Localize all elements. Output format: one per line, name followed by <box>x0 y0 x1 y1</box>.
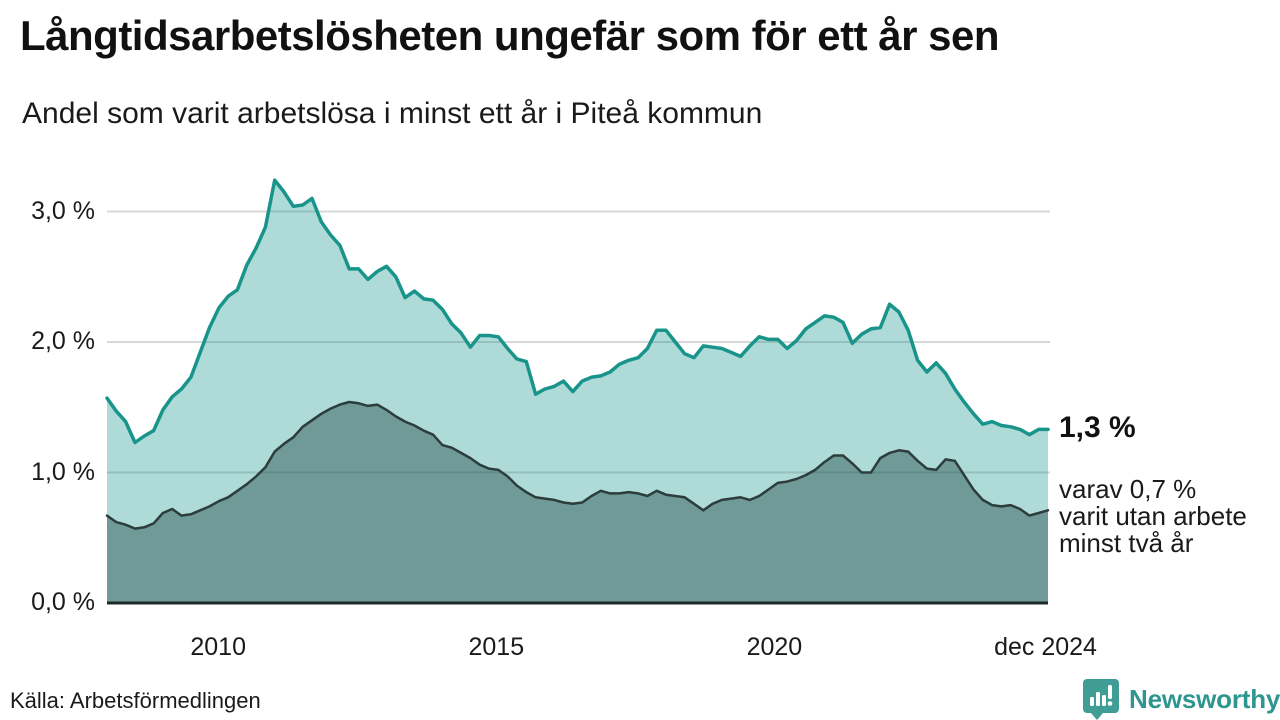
end-sub-annotation: varav 0,7 % varit utan arbete minst två … <box>1059 476 1247 557</box>
annotation-line-2: varit utan arbete <box>1059 501 1247 531</box>
annotation-line-1: varav 0,7 % <box>1059 474 1197 504</box>
brand-wordmark: Newsworthy <box>1129 683 1280 714</box>
newsworthy-bubble-chart-icon <box>1083 679 1119 720</box>
series-line-0 <box>105 178 1050 445</box>
y-tick-label: 0,0 % <box>31 588 95 616</box>
x-tick-label: 2020 <box>746 633 803 661</box>
series-area-1 <box>107 402 1048 603</box>
y-tick-label: 2,0 % <box>31 327 95 355</box>
chart-title: Långtidsarbetslösheten ungefär som för e… <box>20 12 1000 59</box>
end-value-annotation: 1,3 % <box>1059 411 1136 444</box>
x-tick-label: dec 2024 <box>994 633 1097 661</box>
x-tick-label: 2015 <box>468 633 525 661</box>
x-tick-label: 2010 <box>190 633 246 661</box>
y-tick-label: 3,0 % <box>31 196 95 225</box>
source-note: Källa: Arbetsförmedlingen <box>10 688 261 713</box>
series-line-1 <box>105 400 1050 530</box>
annotation-line-3: minst två år <box>1059 528 1194 558</box>
newsworthy-logo: Newsworthy <box>1082 678 1280 720</box>
series-area-0 <box>107 180 1048 603</box>
y-tick-label: 1,0 % <box>31 457 95 486</box>
chart-subtitle: Andel som varit arbetslösa i minst ett å… <box>22 97 763 130</box>
